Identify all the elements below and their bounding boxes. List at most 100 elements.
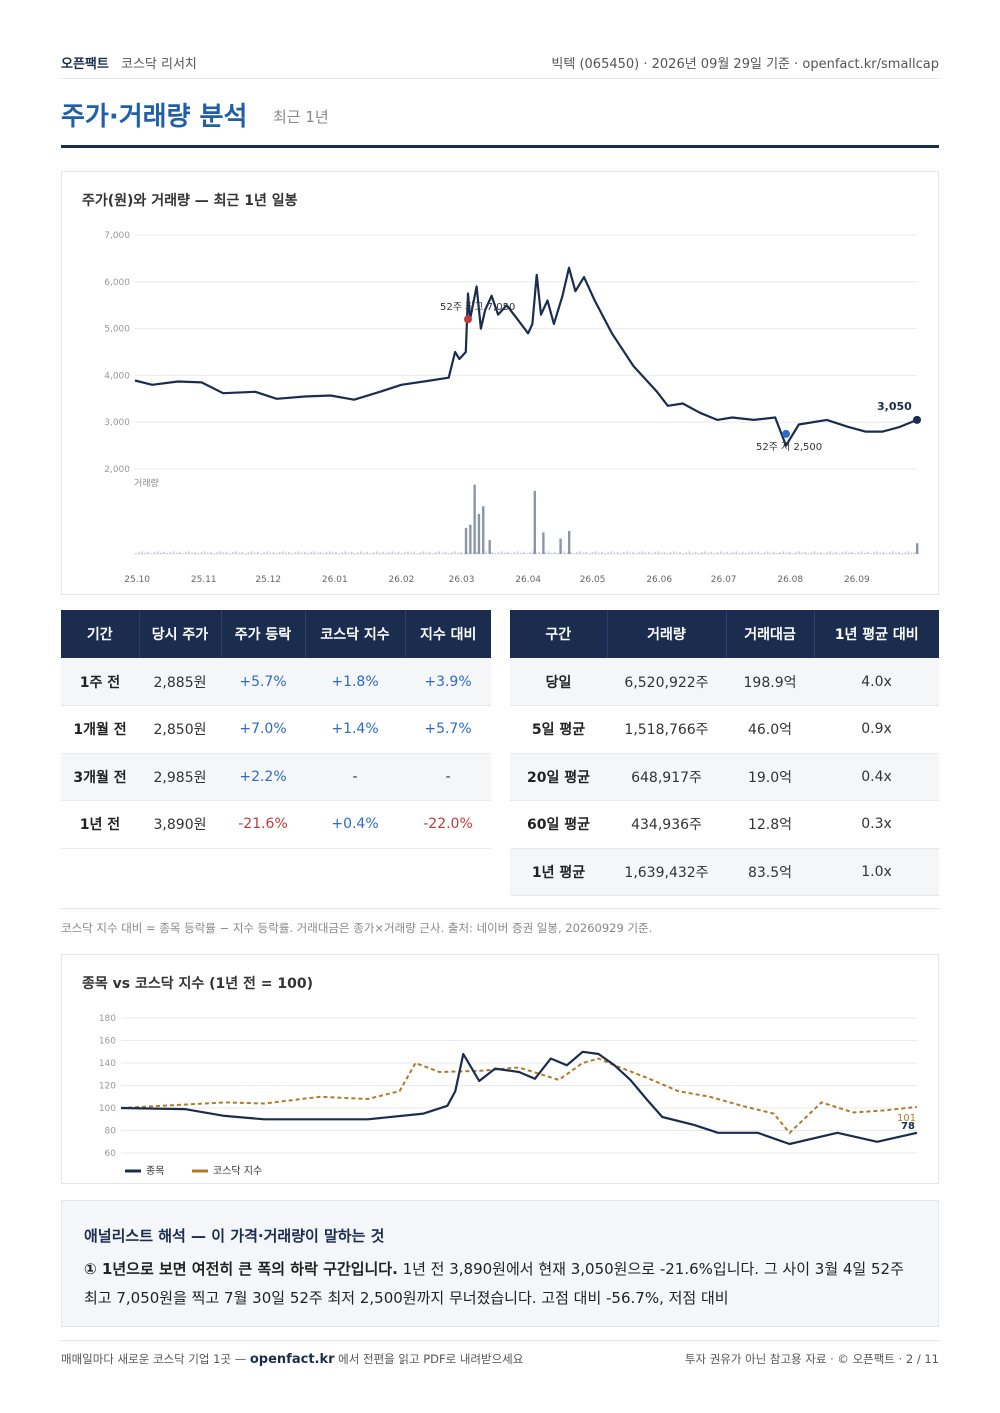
volume-bar <box>554 551 556 554</box>
volume-bar <box>322 553 325 554</box>
volume-bar <box>169 552 172 554</box>
change-cell: +5.7% <box>221 658 305 706</box>
volume-bar <box>300 552 303 554</box>
volume-bar <box>210 551 212 554</box>
volume-bar <box>388 552 390 554</box>
volume-bar <box>669 552 672 554</box>
price-x-tick: 26.01 <box>322 575 348 585</box>
volume-bar <box>410 552 412 554</box>
volume-bar <box>597 552 600 554</box>
index-cell: +1.4% <box>305 705 405 754</box>
volume-bar <box>141 551 143 554</box>
volume-bar <box>353 553 356 554</box>
volume-bar <box>488 540 491 554</box>
index-line <box>120 1057 918 1135</box>
volume-bar <box>766 551 769 554</box>
volume-bar <box>841 552 844 554</box>
volume-bar <box>888 552 891 554</box>
volume-bar <box>347 552 350 554</box>
volume-bar <box>544 552 547 554</box>
volume-bars <box>135 484 919 554</box>
volume-bar <box>454 551 456 554</box>
volume-bar <box>303 551 306 554</box>
volume-bar <box>163 551 165 554</box>
volume-bar <box>626 551 628 554</box>
page-title: 주가·거래량 분석 <box>61 102 248 132</box>
volume-bar <box>513 552 516 554</box>
volume-bar <box>272 551 275 554</box>
volume-bar <box>447 553 450 554</box>
volume-bar <box>891 551 894 554</box>
volume-bar <box>882 551 885 554</box>
volume-cell: 648,917주 <box>607 753 726 801</box>
volume-bar <box>482 506 485 554</box>
volume-bar <box>795 552 797 554</box>
volume-bar <box>622 552 625 554</box>
last-marker <box>913 415 921 424</box>
volume-bar <box>635 553 638 554</box>
volume-bar <box>848 552 850 554</box>
volume-bar <box>785 552 788 554</box>
volume-bar <box>566 552 569 554</box>
price-y-tick: 3,000 <box>104 418 130 428</box>
volume-bar <box>829 551 832 554</box>
volume-bar <box>288 551 290 554</box>
volume-bar <box>885 553 888 554</box>
volume-bar <box>663 551 666 554</box>
volume-bar <box>247 552 250 554</box>
volume-bar <box>751 551 753 554</box>
high-marker <box>463 315 472 324</box>
ratio-cell: 1.0x <box>814 848 939 896</box>
volume-bar <box>838 553 841 554</box>
index-y-tick: 80 <box>105 1127 117 1137</box>
table-row: 당일 6,520,922주 198.9억 4.0x <box>510 658 939 706</box>
volume-bar <box>713 553 716 554</box>
amount-cell: 19.0억 <box>726 753 814 801</box>
volume-bar <box>469 524 472 554</box>
volume-bar <box>666 553 669 554</box>
volume-bar <box>594 551 597 554</box>
amount-cell: 46.0억 <box>726 705 814 754</box>
price-x-tick: 26.02 <box>389 575 415 585</box>
volume-bar <box>382 551 384 554</box>
volume-axis-label: 거래량 <box>134 477 159 489</box>
price-cell: 3,890원 <box>139 800 221 849</box>
volume-bar <box>673 551 675 554</box>
volume-bar <box>916 543 919 554</box>
range-label: 1년 평균 <box>510 848 607 896</box>
volume-bar <box>641 551 644 554</box>
volume-bar <box>285 552 287 554</box>
price-y-tick: 6,000 <box>104 278 130 288</box>
volume-bar <box>529 552 531 554</box>
volume-bar <box>820 551 822 554</box>
volume-bar <box>807 553 810 554</box>
volume-table: 구간 거래량 거래대금 1년 평균 대비 당일 6,520,922주 198.9… <box>510 610 939 896</box>
volume-bar <box>256 551 259 554</box>
volume-bar <box>682 553 684 554</box>
volume-bar <box>444 551 447 554</box>
price-chart-title: 주가(원)와 거래량 — 최근 1년 일봉 <box>82 193 298 209</box>
ratio-header: 1년 평균 대비 <box>814 610 939 658</box>
price-x-tick: 26.04 <box>515 575 541 585</box>
volume-bar <box>879 552 882 554</box>
volume-bar <box>760 553 763 554</box>
volume-bar <box>438 551 441 554</box>
footer-link[interactable]: openfact.kr <box>249 1352 335 1367</box>
price-x-tick: 26.09 <box>844 575 870 585</box>
volume-bar <box>582 552 584 554</box>
index-end-label: 101 <box>897 1113 916 1124</box>
volume-bar <box>266 551 268 554</box>
volume-bar <box>876 551 878 554</box>
volume-bar <box>813 551 816 554</box>
price-x-tick: 25.12 <box>255 575 281 585</box>
volume-bar <box>369 553 372 554</box>
volume-bar <box>325 552 328 554</box>
volume-bar <box>779 552 781 554</box>
volume-bar <box>651 553 653 554</box>
volume-bar <box>516 551 519 554</box>
volume-bar <box>464 527 468 554</box>
volume-bar <box>260 553 262 554</box>
volume-bar <box>238 552 240 554</box>
price-line <box>134 266 918 447</box>
volume-bar <box>860 551 863 554</box>
